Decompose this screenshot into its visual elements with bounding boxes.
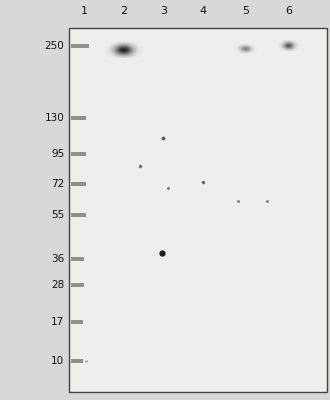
Text: 3: 3 [160,6,167,16]
Text: 95: 95 [51,149,64,159]
Text: 130: 130 [45,113,64,123]
Bar [71,320,83,324]
Bar [71,283,84,287]
Bar [71,182,86,186]
Text: 4: 4 [199,6,207,16]
Text: 28: 28 [51,280,64,290]
Text: 2: 2 [120,6,127,16]
Text: 36: 36 [51,254,64,264]
Bar [71,213,86,217]
Text: 6: 6 [285,6,292,16]
Bar [71,116,86,120]
Text: 5: 5 [242,6,249,16]
Text: 55: 55 [51,210,64,220]
Bar [71,152,86,156]
Text: 10: 10 [51,356,64,366]
Text: 72: 72 [51,179,64,189]
Text: 250: 250 [45,41,64,51]
Bar [71,257,84,261]
Bar [71,359,83,363]
Bar [71,44,89,48]
Text: 17: 17 [51,317,64,327]
Bar [69,28,327,392]
Text: 1: 1 [81,6,88,16]
